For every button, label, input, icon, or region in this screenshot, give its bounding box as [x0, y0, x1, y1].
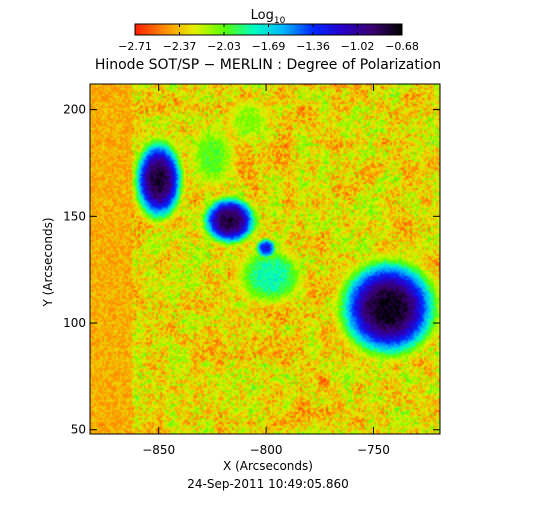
x-axis-label: X (Arcseconds) — [223, 459, 313, 473]
observation-timestamp: 24-Sep-2011 10:49:05.860 — [187, 477, 349, 491]
chart-title: Hinode SOT/SP − MERLIN : Degree of Polar… — [95, 57, 441, 73]
plot-area: −850 −800 −750 50 100 150 200 — [63, 83, 441, 457]
y-tick-label: 100 — [63, 316, 86, 330]
colorbar-tick-label: −2.03 — [207, 40, 241, 53]
colorbar-label-sub: 10 — [274, 16, 286, 26]
colorbar: Log10 −2.71 −2.37 −2.03 −1.69 −1.36 −1.02 −0.6… — [118, 8, 419, 53]
y-tick-label: 50 — [71, 423, 86, 437]
y-tick-label: 200 — [63, 103, 86, 117]
colorbar-ticks: −2.71 −2.37 −2.03 −1.69 −1.36 −1.02 −0.68 — [118, 24, 419, 53]
y-tick-label: 150 — [63, 209, 86, 223]
colorbar-tick-label: −2.71 — [118, 40, 152, 53]
colorbar-label-base: Log — [251, 8, 274, 23]
y-axis-ticks: 50 100 150 200 — [63, 103, 440, 437]
x-tick-label: −800 — [250, 443, 283, 457]
colorbar-tick-label: −1.69 — [252, 40, 286, 53]
colorbar-tick-label: −1.36 — [296, 40, 330, 53]
x-tick-label: −750 — [357, 443, 390, 457]
colorbar-tick-label: −2.37 — [163, 40, 197, 53]
x-axis-ticks: −850 −800 −750 — [142, 84, 390, 457]
colorbar-tick-label: −1.02 — [341, 40, 375, 53]
x-tick-label: −850 — [142, 443, 175, 457]
colorbar-tick-label: −0.68 — [385, 40, 419, 53]
plot-frame — [89, 83, 441, 435]
polarization-heatmap — [90, 84, 440, 434]
colorbar-label: Log10 — [251, 8, 286, 26]
y-axis-label: Y (Arcseconds) — [41, 217, 55, 307]
